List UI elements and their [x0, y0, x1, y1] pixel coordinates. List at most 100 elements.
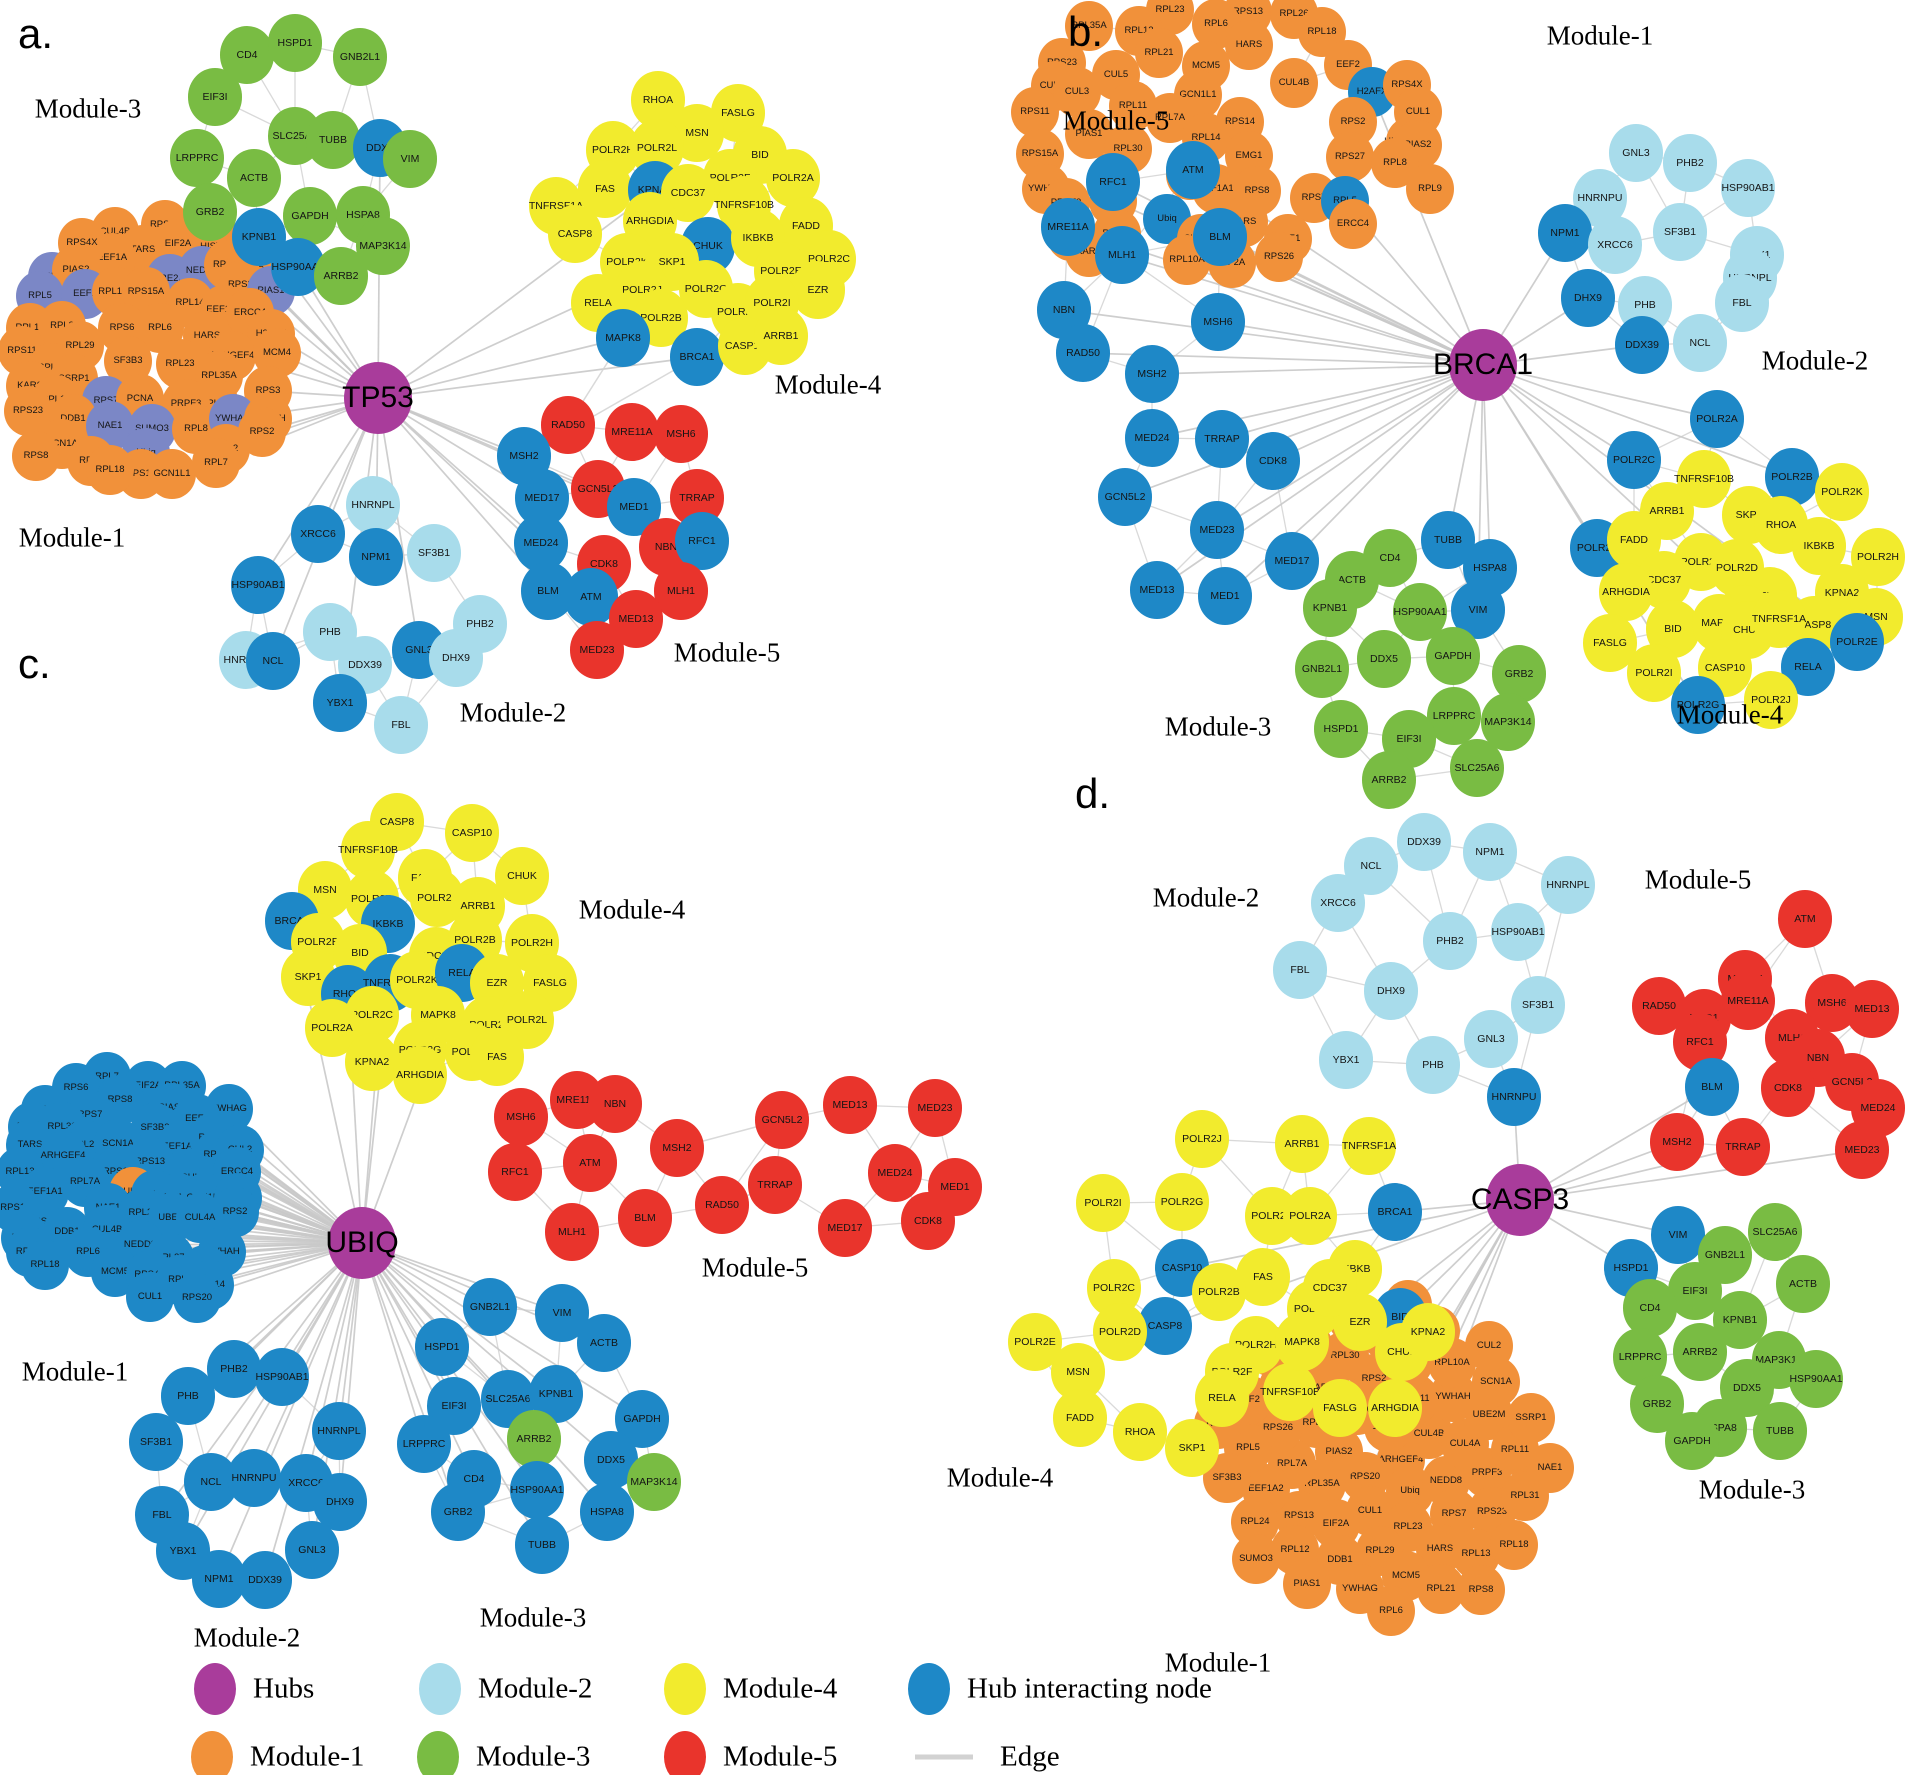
- node-msh2[interactable]: MSH2: [1650, 1113, 1704, 1171]
- node-phb2[interactable]: PHB2: [1423, 912, 1477, 970]
- node-arrb1[interactable]: ARRB1: [754, 307, 808, 365]
- node-gnb2l1[interactable]: GNB2L1: [463, 1278, 517, 1336]
- hub-brca1[interactable]: BRCA1: [1433, 328, 1533, 402]
- node-med24[interactable]: MED24: [514, 514, 568, 572]
- node-rps8[interactable]: RPS8: [12, 430, 60, 482]
- node-gapdh[interactable]: GAPDH: [1426, 627, 1480, 685]
- node-polr2i[interactable]: POLR2I: [1627, 644, 1681, 702]
- node-pias1[interactable]: PIAS1: [1283, 1558, 1331, 1610]
- node-actb[interactable]: ACTB: [227, 149, 281, 207]
- node-npm1[interactable]: NPM1: [192, 1550, 246, 1608]
- node-gcn5l2[interactable]: GCN5L2: [755, 1091, 809, 1149]
- node-polr2a[interactable]: POLR2A: [1690, 390, 1744, 448]
- node-polr2b[interactable]: POLR2B: [1765, 448, 1819, 506]
- node-rpl9[interactable]: RPL9: [1406, 163, 1454, 215]
- node-gcn5l2[interactable]: GCN5L2: [1098, 468, 1152, 526]
- node-fadd[interactable]: FADD: [1053, 1389, 1107, 1447]
- node-arhgdia[interactable]: ARHGDIA: [1368, 1379, 1422, 1437]
- node-tnfrsf1a[interactable]: TNFRSF1A: [1752, 590, 1806, 648]
- node-hnrnpu[interactable]: HNRNPU: [227, 1449, 281, 1507]
- node-casp8[interactable]: CASP8: [548, 205, 602, 263]
- node-slc25a6[interactable]: SLC25A6: [1450, 739, 1504, 797]
- node-ssrp1[interactable]: SSRP1: [1507, 1392, 1555, 1444]
- node-chuk[interactable]: CHUK: [495, 847, 549, 905]
- node-rad50[interactable]: RAD50: [1056, 324, 1110, 382]
- node-grb2[interactable]: GRB2: [431, 1483, 485, 1541]
- node-med13[interactable]: MED13: [1130, 561, 1184, 619]
- node-polr2a[interactable]: POLR2A: [766, 149, 820, 207]
- node-rpl21[interactable]: RPL21: [1135, 27, 1183, 79]
- node-arhgdia[interactable]: ARHGDIA: [1599, 563, 1653, 621]
- node-rad50[interactable]: RAD50: [541, 396, 595, 454]
- node-trrap[interactable]: TRRAP: [1195, 410, 1249, 468]
- node-fbl[interactable]: FBL: [1273, 941, 1327, 999]
- node-polr2j[interactable]: POLR2J: [1744, 671, 1798, 729]
- node-cd4[interactable]: CD4: [1623, 1279, 1677, 1337]
- node-tubb[interactable]: TUBB: [515, 1516, 569, 1574]
- node-rhoa[interactable]: RHOA: [1113, 1403, 1167, 1461]
- node-cdk8[interactable]: CDK8: [1761, 1059, 1815, 1117]
- node-actb[interactable]: ACTB: [1776, 1255, 1830, 1313]
- node-phb2[interactable]: PHB2: [1663, 134, 1717, 192]
- node-atm[interactable]: ATM: [1166, 141, 1220, 199]
- node-cul2[interactable]: CUL2: [1465, 1320, 1513, 1372]
- node-tnfrsf1a[interactable]: TNFRSF1A: [1342, 1117, 1396, 1175]
- node-gnb2l1[interactable]: GNB2L1: [333, 28, 387, 86]
- node-hsp90ab1[interactable]: HSP90AB1: [1721, 159, 1775, 217]
- node-hspa8[interactable]: HSPA8: [580, 1483, 634, 1541]
- node-polr2c[interactable]: POLR2C: [1607, 431, 1661, 489]
- node-gnb2l1[interactable]: GNB2L1: [1295, 640, 1349, 698]
- node-gnl3[interactable]: GNL3: [1609, 124, 1663, 182]
- node-ybx1[interactable]: YBX1: [1319, 1031, 1373, 1089]
- node-hspd1[interactable]: HSPD1: [1314, 700, 1368, 758]
- node-nae1[interactable]: NAE1: [1526, 1442, 1574, 1494]
- node-msh2[interactable]: MSH2: [650, 1119, 704, 1177]
- node-atm[interactable]: ATM: [1778, 890, 1832, 948]
- node-gnl3[interactable]: GNL3: [1464, 1010, 1518, 1068]
- node-kpnb1[interactable]: KPNB1: [1303, 579, 1357, 637]
- node-hsp90aa1[interactable]: HSP90AA1: [1789, 1350, 1843, 1408]
- node-casp10[interactable]: CASP10: [445, 804, 499, 862]
- node-npm1[interactable]: NPM1: [349, 528, 403, 586]
- node-polr2g[interactable]: POLR2G: [1671, 676, 1725, 734]
- node-rfc1[interactable]: RFC1: [1086, 153, 1140, 211]
- node-polr2a[interactable]: POLR2A: [1283, 1187, 1337, 1245]
- node-med23[interactable]: MED23: [908, 1079, 962, 1137]
- node-msh6[interactable]: MSH6: [494, 1088, 548, 1146]
- node-arrb1[interactable]: ARRB1: [1275, 1115, 1329, 1173]
- node-npm1[interactable]: NPM1: [1538, 204, 1592, 262]
- node-med13[interactable]: MED13: [823, 1076, 877, 1134]
- node-rfc1[interactable]: RFC1: [488, 1143, 542, 1201]
- node-eif3i[interactable]: EIF3I: [188, 68, 242, 126]
- node-mapk8[interactable]: MAPK8: [1275, 1313, 1329, 1371]
- node-npm1[interactable]: NPM1: [1463, 823, 1517, 881]
- node-rps20[interactable]: RPS20: [173, 1272, 221, 1324]
- node-rpl18[interactable]: RPL18: [1490, 1519, 1538, 1571]
- node-cul1[interactable]: CUL1: [126, 1271, 174, 1323]
- node-rela[interactable]: RELA: [1195, 1369, 1249, 1427]
- node-msh6[interactable]: MSH6: [654, 405, 708, 463]
- node-med13[interactable]: MED13: [1845, 980, 1899, 1038]
- node-hspd1[interactable]: HSPD1: [415, 1318, 469, 1376]
- node-sf3b1[interactable]: SF3B1: [129, 1413, 183, 1471]
- node-sf3b1[interactable]: SF3B1: [407, 524, 461, 582]
- node-phb[interactable]: PHB: [161, 1367, 215, 1425]
- node-gcn1l1[interactable]: GCN1L1: [148, 448, 196, 500]
- node-ncl[interactable]: NCL: [1673, 314, 1727, 372]
- node-blm[interactable]: BLM: [1193, 208, 1247, 266]
- node-polr2k[interactable]: POLR2K: [1815, 463, 1869, 521]
- node-mre11a[interactable]: MRE11A: [1721, 972, 1775, 1030]
- node-kpna2[interactable]: KPNA2: [345, 1033, 399, 1091]
- node-rps26[interactable]: RPS26: [1255, 231, 1303, 283]
- node-gapdh[interactable]: GAPDH: [283, 187, 337, 245]
- node-med1[interactable]: MED1: [1198, 567, 1252, 625]
- node-brca1[interactable]: BRCA1: [1368, 1183, 1422, 1241]
- node-blm[interactable]: BLM: [618, 1189, 672, 1247]
- node-mre11a[interactable]: MRE11A: [605, 403, 659, 461]
- node-mapk8[interactable]: MAPK8: [596, 309, 650, 367]
- node-arrb2[interactable]: ARRB2: [314, 247, 368, 305]
- node-rad50[interactable]: RAD50: [695, 1176, 749, 1234]
- node-cdk8[interactable]: CDK8: [901, 1192, 955, 1250]
- node-cdk8[interactable]: CDK8: [1246, 432, 1300, 490]
- node-msh2[interactable]: MSH2: [1125, 345, 1179, 403]
